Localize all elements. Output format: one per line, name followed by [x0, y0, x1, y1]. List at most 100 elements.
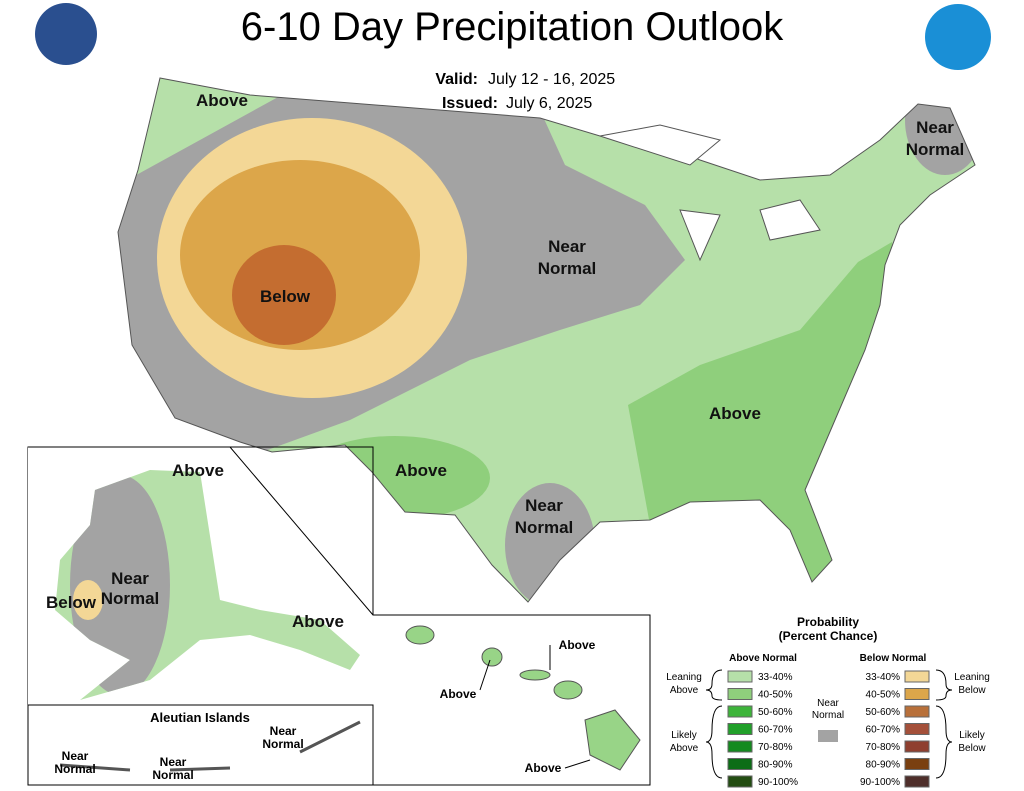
legend-group-line: Above — [670, 685, 699, 696]
alaska-label-line: Below — [46, 593, 97, 612]
alaska-label-line: Above — [172, 461, 224, 480]
valid-label: Valid: — [435, 71, 478, 88]
region-label-line: Normal — [906, 140, 965, 159]
legend-item: 50-60% — [758, 707, 793, 718]
doc-seal — [35, 3, 97, 65]
alaska-label: Above — [292, 612, 344, 631]
noaa-logo — [925, 4, 991, 70]
legend-brace — [705, 669, 723, 701]
legend-brace — [935, 669, 953, 701]
legend-item: 33-40% — [758, 672, 793, 683]
legend-swatch — [727, 775, 753, 788]
legend-group: Leaning Above — [666, 672, 702, 696]
hawaii-label-line: Above — [525, 761, 562, 775]
legend-brace — [935, 705, 953, 779]
legend-title-line: Probability — [797, 615, 859, 629]
legend-swatch — [904, 670, 930, 683]
legend-brace — [705, 705, 723, 779]
legend-item: 50-60% — [866, 707, 901, 718]
legend-swatch — [727, 705, 753, 718]
legend-item: 33-40% — [866, 672, 901, 683]
legend-swatch — [727, 740, 753, 753]
region-label-line: Above — [196, 91, 248, 110]
legend-group: Likely Below — [958, 730, 986, 754]
legend-group-line: Above — [670, 743, 699, 754]
hawaii-label: Above — [440, 687, 477, 701]
aleutian-label-line: Near — [270, 724, 297, 738]
legend-swatch — [727, 723, 753, 735]
legend-item: 70-80% — [866, 742, 901, 753]
hawaii-label: Above — [559, 638, 596, 652]
region-label-line: Above — [395, 461, 447, 480]
region-label: Below — [260, 287, 311, 306]
legend-item: 40-50% — [866, 690, 901, 701]
aleutian-title: Aleutian Islands — [150, 710, 250, 725]
legend-group-line: Likely — [959, 730, 985, 741]
region-label: Above — [709, 404, 761, 423]
legend-swatch — [904, 723, 930, 735]
aleutian-label-line: Normal — [152, 768, 193, 782]
legend-swatch — [904, 705, 930, 718]
aleutian-label: Near Normal — [152, 755, 193, 782]
legend-header: Below Normal — [860, 653, 927, 664]
region-label-line: Normal — [515, 518, 574, 537]
alaska-label: Near Normal — [101, 569, 160, 608]
legend-group: Likely Above — [670, 730, 699, 754]
legend-swatch — [904, 740, 930, 753]
legend-title: Probability (Percent Chance) — [779, 615, 878, 643]
legend-group-line: Leaning — [954, 672, 990, 683]
aleutian-label-line: Near — [62, 749, 89, 763]
legend-title-line: (Percent Chance) — [779, 629, 878, 643]
leader — [564, 759, 591, 769]
hawaii-label-line: Above — [440, 687, 477, 701]
aleutian-label-line: Near — [160, 755, 187, 769]
legend-group-line: Below — [958, 743, 986, 754]
aleutian-label: Near Normal — [262, 724, 303, 751]
legend-item: 90-100% — [758, 777, 798, 788]
legend-swatch — [904, 688, 930, 700]
legend-item: 90-100% — [860, 777, 900, 788]
leader — [479, 659, 491, 691]
region-label-line: Above — [709, 404, 761, 423]
region-label: Above — [395, 461, 447, 480]
alaska-label-line: Above — [292, 612, 344, 631]
legend-group: Leaning Below — [954, 672, 990, 696]
legend-swatch — [904, 758, 930, 770]
legend-item: 80-90% — [758, 760, 793, 771]
issued-label: Issued: — [442, 95, 498, 112]
region-label-line: Normal — [538, 259, 597, 278]
legend-swatch — [727, 758, 753, 770]
legend-swatch — [727, 688, 753, 700]
legend-item: 80-90% — [866, 760, 901, 771]
hawaii-label-line: Above — [559, 638, 596, 652]
aleutian-label-line: Normal — [54, 762, 95, 776]
legend-near: Near Normal — [812, 698, 844, 721]
region-label-line: Near — [525, 496, 563, 515]
region-label-line: Below — [260, 287, 311, 306]
region-label: Near Normal — [538, 237, 597, 278]
alaska-label: Below — [46, 593, 97, 612]
legend-item: 60-70% — [758, 725, 793, 736]
legend-swatch — [904, 775, 930, 788]
region-label-line: Near — [548, 237, 586, 256]
alaska-label-line: Normal — [101, 589, 160, 608]
legend-item: 40-50% — [758, 690, 793, 701]
legend-group-line: Leaning — [666, 672, 702, 683]
legend-near-line: Normal — [812, 710, 844, 721]
legend-header: Above Normal — [729, 653, 797, 664]
legend-item: 60-70% — [866, 725, 901, 736]
legend-item: 70-80% — [758, 742, 793, 753]
legend-group-line: Below — [958, 685, 986, 696]
issued: July 6, 2025 — [506, 95, 592, 112]
title: 6-10 Day Precipitation Outlook — [241, 5, 785, 49]
region-label: Near Normal — [906, 118, 965, 159]
region-label: Above — [196, 91, 248, 110]
alaska-label: Above — [172, 461, 224, 480]
hawaii-label: Above — [525, 761, 562, 775]
valid: July 12 - 16, 2025 — [488, 71, 615, 88]
alaska-label-line: Near — [111, 569, 149, 588]
legend-near-line: Near — [817, 698, 839, 709]
legend-group-line: Likely — [671, 730, 697, 741]
region-label: Near Normal — [515, 496, 574, 537]
